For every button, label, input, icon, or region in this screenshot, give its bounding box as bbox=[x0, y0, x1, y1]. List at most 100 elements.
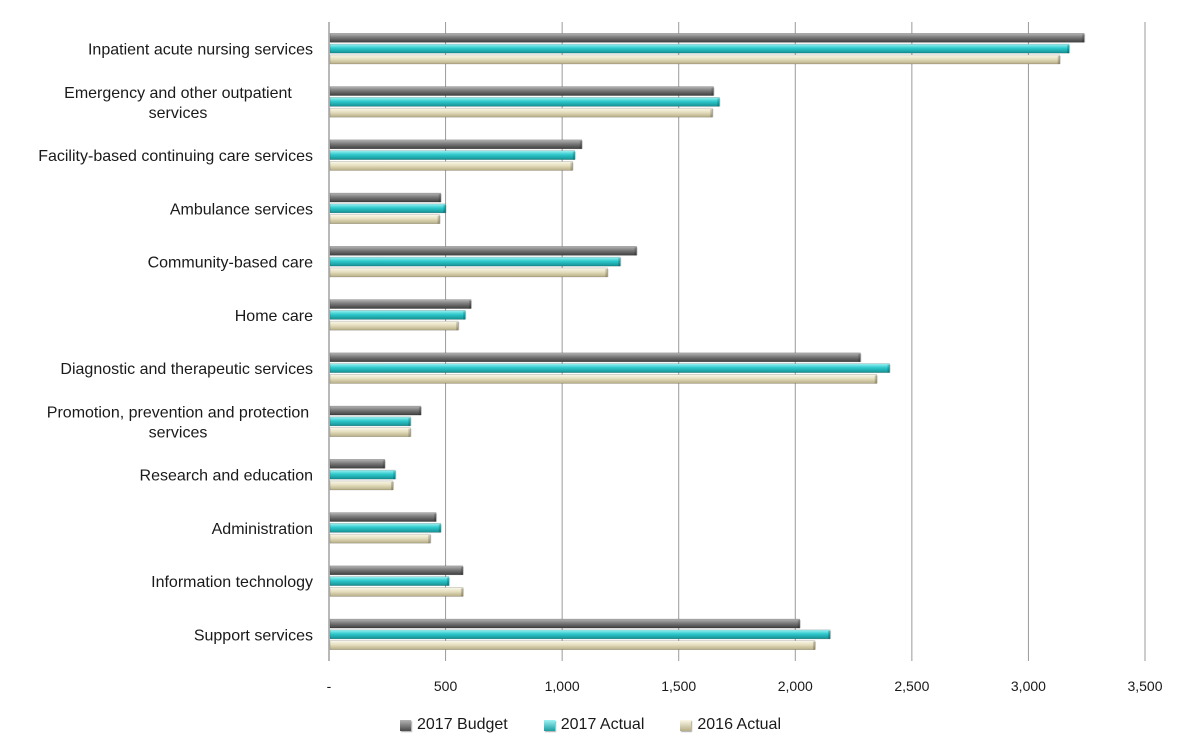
bar-shadow bbox=[717, 98, 721, 107]
bar-shadow bbox=[710, 109, 714, 118]
bar bbox=[329, 54, 1061, 65]
bar-shadow bbox=[390, 481, 394, 490]
bar bbox=[329, 416, 411, 427]
legend-item-2017-budget: 2017 Budget bbox=[400, 716, 508, 734]
bar-shadow bbox=[408, 417, 412, 426]
category-label: Administration bbox=[212, 521, 313, 538]
bar bbox=[329, 97, 720, 107]
bar bbox=[329, 480, 394, 491]
bar bbox=[329, 43, 1070, 54]
x-tick-labels: - 500 1,000 1,500 2,000 2,500 3,000 3,500 bbox=[327, 678, 1163, 694]
legend-swatch-2016-actual bbox=[680, 719, 692, 731]
category-label: Facility-based continuing care services bbox=[38, 148, 313, 165]
category-label: Ambulance services bbox=[170, 201, 313, 218]
bar bbox=[329, 565, 464, 576]
bars-group bbox=[329, 33, 1086, 650]
bar-shadow bbox=[456, 322, 460, 331]
category-label: Promotion, prevention and protection serv… bbox=[47, 404, 309, 441]
bar-shadow bbox=[570, 162, 574, 171]
bar-shadow bbox=[437, 215, 441, 224]
bar bbox=[329, 86, 714, 96]
bar bbox=[329, 512, 437, 522]
x-tick-label: 3,000 bbox=[1011, 678, 1046, 694]
bar-shadow bbox=[460, 588, 464, 597]
legend-swatch-2017-budget bbox=[400, 719, 411, 731]
gridlines bbox=[328, 22, 1146, 661]
bar bbox=[329, 310, 466, 320]
bar-shadow bbox=[446, 577, 450, 586]
bar bbox=[329, 256, 621, 267]
category-label: Community-based care bbox=[148, 255, 314, 272]
bar bbox=[329, 618, 801, 629]
bar-shadow bbox=[469, 300, 473, 309]
category-label: Diagnostic and therapeutic services bbox=[60, 361, 313, 378]
legend-swatch-2017-actual bbox=[543, 719, 555, 731]
bar-shadow bbox=[572, 151, 576, 160]
bar-shadow bbox=[618, 258, 622, 267]
bar-shadow bbox=[438, 194, 442, 203]
bar-shadow bbox=[828, 630, 832, 639]
bar-shadow bbox=[382, 460, 386, 469]
bar bbox=[329, 33, 1085, 43]
bar-shadow bbox=[797, 620, 801, 629]
bar bbox=[329, 533, 431, 544]
bar-shadow bbox=[428, 535, 432, 544]
bar-shadow bbox=[1057, 55, 1061, 64]
bar bbox=[329, 459, 386, 469]
bar bbox=[329, 629, 831, 640]
bar bbox=[329, 246, 637, 256]
bar-shadow bbox=[1067, 45, 1071, 54]
x-tick-label: 2,500 bbox=[894, 678, 929, 694]
bar-shadow bbox=[460, 566, 464, 575]
category-label: Emergency and other outpatient services bbox=[64, 85, 292, 122]
bar-shadow bbox=[438, 524, 442, 533]
category-label: Home care bbox=[235, 308, 313, 325]
category-label: Research and education bbox=[140, 468, 313, 485]
bar-shadow bbox=[393, 471, 397, 480]
category-label: Inpatient acute nursing services bbox=[88, 42, 313, 59]
legend-label: 2017 Actual bbox=[560, 716, 645, 733]
bar bbox=[329, 267, 608, 278]
bar bbox=[329, 405, 422, 416]
bar-shadow bbox=[711, 87, 715, 96]
bar-shadow bbox=[434, 513, 438, 522]
bar-shadow bbox=[463, 311, 467, 320]
x-tick-label: 500 bbox=[434, 678, 458, 694]
legend-label: 2016 Actual bbox=[697, 716, 781, 733]
bar-shadow bbox=[874, 375, 878, 384]
legend-item-2016-actual: 2016 Actual bbox=[680, 716, 781, 734]
x-tick-label: 2,000 bbox=[778, 678, 813, 694]
x-tick-label: 1,500 bbox=[661, 678, 696, 694]
category-label: Information technology bbox=[151, 574, 313, 591]
bar bbox=[329, 161, 573, 171]
bar-shadow bbox=[1082, 34, 1086, 43]
x-tick-label: - bbox=[327, 678, 332, 694]
bar bbox=[329, 320, 459, 331]
bar bbox=[329, 150, 576, 160]
category-labels: Inpatient acute nursing services Emergenc… bbox=[38, 42, 313, 645]
x-tick-label: 3,500 bbox=[1127, 678, 1162, 694]
legend-label: 2017 Budget bbox=[417, 716, 508, 733]
bar bbox=[329, 107, 713, 118]
bar-shadow bbox=[887, 364, 891, 373]
bar bbox=[329, 469, 396, 480]
bar bbox=[329, 214, 440, 224]
bar bbox=[329, 523, 442, 533]
category-label: Support services bbox=[194, 627, 313, 644]
bar-shadow bbox=[812, 641, 816, 650]
bar-shadow bbox=[605, 268, 609, 277]
bar bbox=[329, 299, 472, 309]
bar-shadow bbox=[579, 140, 583, 149]
legend: 2017 Budget 2017 Actual 2016 Actual bbox=[0, 716, 1181, 734]
bar bbox=[329, 192, 442, 203]
bar bbox=[329, 352, 861, 363]
bar bbox=[329, 640, 816, 650]
bar-shadow bbox=[858, 353, 862, 362]
bar bbox=[329, 139, 583, 150]
bar-shadow bbox=[634, 247, 638, 256]
bar-shadow bbox=[418, 407, 422, 416]
x-tick-label: 1,000 bbox=[545, 678, 580, 694]
legend-item-2017-actual: 2017 Actual bbox=[543, 716, 645, 734]
bar bbox=[329, 576, 450, 586]
bar bbox=[329, 587, 464, 597]
